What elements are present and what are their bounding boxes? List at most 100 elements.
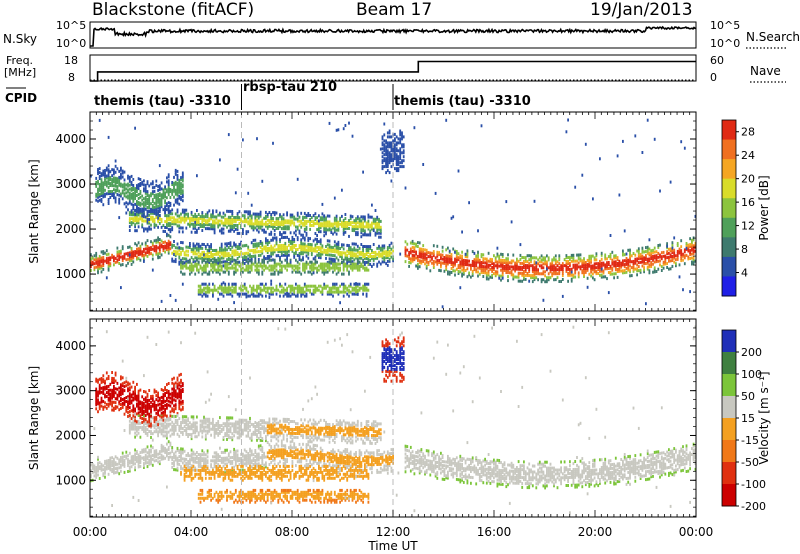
p1-cell-4230 (625, 266, 628, 270)
p1-cell-1950 (270, 282, 273, 286)
p2-cell-124 (107, 464, 110, 468)
p1-cell-1142 (199, 264, 202, 268)
p1-cell-785 (167, 249, 170, 253)
p1-cell-4262 (632, 261, 635, 265)
p2-cell-360 (132, 423, 135, 427)
p1-cell-2994 (365, 249, 368, 252)
p1-cell-1308 (213, 231, 216, 235)
p1-cell-2010 (275, 211, 278, 215)
p1-cell-2170 (291, 243, 294, 247)
p1-cell-4092 (590, 256, 592, 260)
p1-cell-189 (113, 188, 115, 192)
p1-cell-1693 (247, 191, 250, 195)
p1-cell-75 (100, 200, 103, 203)
p1-cell-261 (121, 255, 124, 259)
p1-cell-2293 (302, 268, 304, 272)
p1-cell-1316 (213, 268, 216, 272)
p1-cell-1783 (256, 268, 258, 272)
p1-cell-700 (158, 210, 161, 213)
p2-cell-200 (114, 401, 117, 405)
p1-cell-1559 (234, 268, 237, 272)
p1-cell-3359 (415, 252, 417, 256)
p1-cell-4201 (616, 154, 619, 158)
p1-cell-2500 (321, 262, 324, 266)
p1-cell-1945 (270, 258, 273, 262)
p1-cell-2200 (293, 292, 296, 296)
p1-cell-3628 (482, 271, 485, 275)
p1-cell-2890 (356, 262, 359, 266)
p1-cell-4090 (590, 260, 592, 264)
p1-cell-489 (143, 255, 145, 259)
p1-cell-919 (178, 226, 181, 230)
p1-cell-665 (157, 240, 159, 244)
p2-cell-256 (121, 401, 124, 405)
p1-cell-1475 (227, 262, 230, 266)
p2-cell-6 (91, 470, 94, 474)
p1-cell-931 (178, 182, 181, 186)
p1-cell-2316 (303, 268, 306, 272)
p1-cell-2670 (335, 288, 338, 292)
p1-cell-3164 (385, 153, 387, 157)
p1-cell-3850 (533, 276, 536, 280)
p1-cell-781 (166, 180, 168, 184)
p1-cell-795 (167, 218, 170, 222)
p1-cell-600 (151, 243, 154, 247)
p1-cell-4245 (629, 268, 631, 272)
p1-cell-3833 (528, 279, 531, 283)
p1-cell-3441 (438, 268, 440, 272)
p1-cell-207 (114, 178, 117, 182)
p1-cell-1433 (224, 290, 227, 294)
p1-cell-1686 (247, 270, 250, 274)
p1-cell-1100 (196, 218, 198, 222)
p1-cell-2622 (332, 290, 334, 294)
p1-cell-3213 (388, 135, 391, 139)
p1-cell-3780 (517, 273, 520, 277)
p1-cell-2714 (341, 251, 343, 255)
p1-cell-805 (167, 189, 170, 193)
p1-cell-1785 (256, 264, 258, 268)
p1-cell-71 (100, 260, 103, 264)
p1-cell-843 (171, 208, 174, 212)
p1-cell-377 (132, 186, 135, 189)
p1-cell-948 (180, 262, 182, 266)
p1-cell-2071 (280, 284, 283, 288)
p1-cell-4407 (668, 251, 670, 255)
p1-cell-964 (181, 247, 184, 251)
p1-cell-4340 (650, 257, 653, 261)
p1-cell-3670 (491, 262, 493, 265)
p1-cell-4413 (669, 249, 672, 253)
p1-cell-993 (183, 220, 186, 224)
p1-cell-1180 (203, 219, 205, 223)
p1-cell-3157 (385, 250, 387, 254)
p1-cell-1707 (249, 264, 251, 268)
p1-cell-2054 (280, 246, 283, 249)
p1-cell-848 (171, 181, 174, 184)
p1-cell-963 (181, 249, 184, 253)
p1-cell-1560 (234, 266, 237, 270)
p1-cell-1646 (243, 224, 246, 228)
p1-cell-2523 (323, 262, 326, 266)
p1-cell-2534 (325, 230, 327, 234)
p1-cell-2202 (293, 288, 296, 292)
p1-cell-1238 (206, 284, 209, 288)
p1-cell-4509 (694, 249, 696, 253)
p1-cell-1461 (227, 254, 230, 257)
p1-cell-3498 (450, 216, 453, 220)
p1-cell-3255 (394, 147, 396, 151)
p1-cell-2474 (319, 240, 322, 244)
p1-cell-1880 (265, 220, 267, 224)
p1-cell-2933 (360, 252, 363, 256)
p1-cell-2848 (353, 258, 356, 262)
p1-cell-3380 (420, 261, 423, 265)
p1-cell-3451 (440, 255, 442, 259)
p1-cell-452 (139, 248, 142, 252)
p1-cell-343 (130, 221, 133, 225)
p1-cell-2709 (339, 301, 341, 305)
p1-cell-1844 (261, 272, 264, 276)
p1-cell-2765 (344, 262, 347, 266)
p1-cell-3919 (549, 270, 552, 274)
p1-cell-73 (100, 256, 103, 260)
p1-cell-567 (148, 219, 151, 223)
p1-cell-3185 (386, 157, 389, 161)
p2-cell-323 (128, 415, 131, 419)
